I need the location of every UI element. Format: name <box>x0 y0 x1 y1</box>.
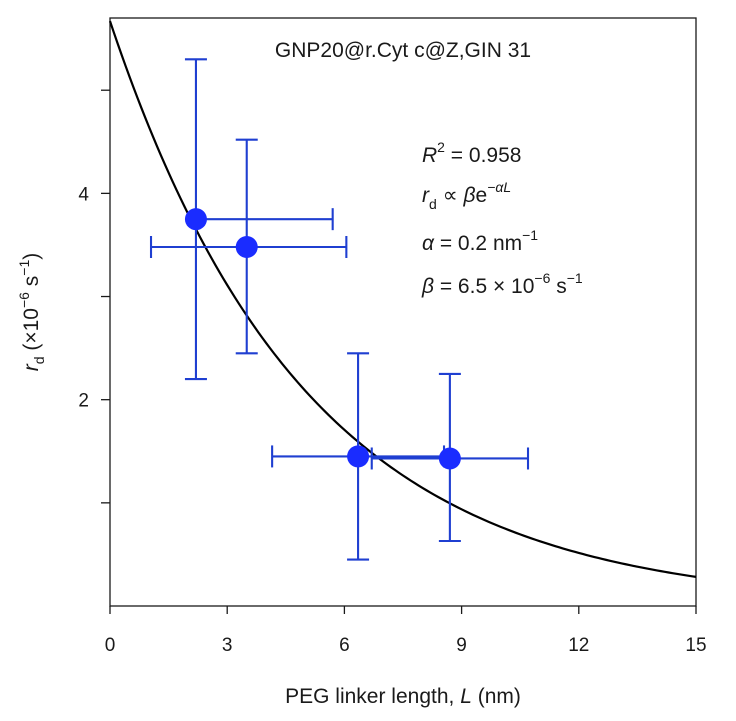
plot-frame <box>109 17 697 607</box>
y-axis-label-group: rd (×10−6 s−1) <box>16 253 47 372</box>
data-points <box>184 208 461 470</box>
data-point <box>184 208 207 231</box>
data-point <box>347 445 370 468</box>
x-tick-label: 0 <box>105 635 116 656</box>
data-point <box>235 236 258 259</box>
error-bars <box>149 58 530 561</box>
chart-title: GNP20@r.Cyt c@Z,GIN 31 <box>275 39 531 62</box>
annotation-model: rd ∝ βe−αL <box>422 179 511 212</box>
y-tick-label: 2 <box>78 391 89 412</box>
annotation-alpha: α = 0.2 nm−1 <box>422 227 538 255</box>
x-tick-label: 3 <box>222 635 233 656</box>
data-point <box>438 447 461 470</box>
x-tick-label: 6 <box>339 635 350 656</box>
x-tick-label: 15 <box>685 635 706 656</box>
x-axis-ticks: 0 3 6 9 12 15 <box>105 606 707 656</box>
x-tick-label: 12 <box>568 635 589 656</box>
y-axis-label: rd (×10−6 s−1) <box>16 253 47 372</box>
x-tick-label: 9 <box>456 635 467 656</box>
y-axis-ticks: 24 <box>78 89 110 504</box>
x-axis-label: PEG linker length, L (nm) <box>285 685 521 708</box>
y-tick-label: 4 <box>78 184 89 205</box>
annotation-r-squared: R2 = 0.958 <box>422 139 521 167</box>
annotation-beta: β = 6.5 × 10−6 s−1 <box>421 270 583 298</box>
fit-curve <box>108 20 697 578</box>
